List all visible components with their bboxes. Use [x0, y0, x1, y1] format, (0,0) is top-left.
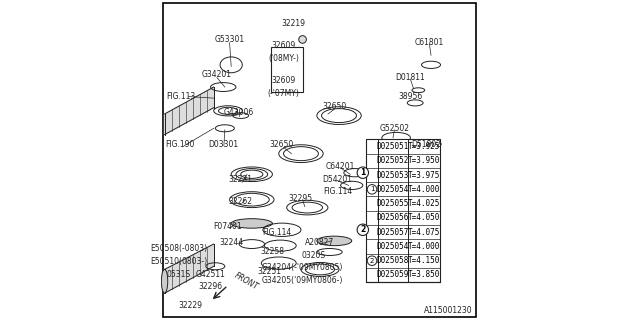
Text: A20827: A20827	[305, 238, 335, 247]
Text: D54201: D54201	[323, 174, 353, 184]
Text: 32650: 32650	[270, 140, 294, 148]
Text: D03301: D03301	[208, 140, 238, 148]
Text: T=4.075: T=4.075	[408, 228, 440, 237]
Text: T=4.000: T=4.000	[408, 185, 440, 194]
Text: C64201: C64201	[326, 162, 355, 171]
Text: G42511: G42511	[196, 270, 225, 279]
Text: 32296: 32296	[198, 282, 223, 292]
Text: 32650: 32650	[322, 101, 346, 111]
Text: T=4.050: T=4.050	[408, 213, 440, 222]
Text: ('08MY-): ('08MY-)	[268, 54, 299, 63]
Text: 38956: 38956	[398, 92, 422, 101]
Text: C61801: C61801	[415, 38, 444, 47]
Text: 1: 1	[370, 186, 374, 192]
Text: D025051: D025051	[377, 142, 410, 151]
Circle shape	[367, 185, 377, 194]
Text: 2: 2	[360, 225, 365, 234]
Text: FRONT: FRONT	[233, 271, 260, 292]
Text: G53301: G53301	[214, 35, 244, 44]
Ellipse shape	[317, 236, 352, 246]
Text: T=4.000: T=4.000	[408, 242, 440, 251]
Polygon shape	[164, 244, 214, 293]
Text: D025058: D025058	[377, 256, 410, 265]
Circle shape	[299, 36, 307, 43]
Text: F07401: F07401	[214, 222, 243, 231]
Text: D025052: D025052	[377, 156, 410, 165]
Ellipse shape	[161, 269, 168, 293]
FancyBboxPatch shape	[271, 47, 303, 92]
Text: 2: 2	[370, 258, 374, 264]
Text: D025056: D025056	[377, 213, 410, 222]
Text: 32609: 32609	[271, 76, 296, 85]
Text: A115001230: A115001230	[424, 306, 472, 315]
Text: D025059: D025059	[377, 270, 410, 279]
Text: D025053: D025053	[377, 171, 410, 180]
Bar	[366, 140, 440, 282]
Text: T=4.150: T=4.150	[408, 256, 440, 265]
Text: FIG.114: FIG.114	[323, 187, 352, 196]
Text: E50508(-0803): E50508(-0803)	[150, 244, 207, 253]
Text: 32262: 32262	[228, 197, 253, 206]
Circle shape	[357, 167, 369, 178]
Text: T=3.925: T=3.925	[408, 142, 440, 151]
Text: D025054: D025054	[377, 242, 410, 251]
Text: G34204(-'09MY0805): G34204(-'09MY0805)	[262, 263, 343, 272]
Text: FIG.113: FIG.113	[166, 92, 195, 101]
Text: G34201: G34201	[202, 70, 232, 79]
Text: 32219: 32219	[281, 19, 305, 28]
Text: FIG.114: FIG.114	[262, 228, 292, 237]
Text: D01811: D01811	[396, 73, 426, 82]
Text: D025057: D025057	[377, 228, 410, 237]
Text: T=3.850: T=3.850	[408, 270, 440, 279]
Text: 32295: 32295	[289, 194, 313, 203]
Text: T=4.025: T=4.025	[408, 199, 440, 208]
Ellipse shape	[231, 219, 273, 228]
Polygon shape	[164, 87, 214, 135]
Text: T=3.950: T=3.950	[408, 156, 440, 165]
Text: G52502: G52502	[380, 124, 410, 133]
Circle shape	[357, 224, 369, 236]
Text: 32231: 32231	[228, 174, 253, 184]
Circle shape	[367, 256, 377, 266]
Text: G34205('09MY0806-): G34205('09MY0806-)	[262, 276, 343, 285]
Text: E50510(0803-): E50510(0803-)	[150, 257, 207, 266]
Text: T=3.975: T=3.975	[408, 171, 440, 180]
Text: 32609: 32609	[271, 41, 296, 50]
Text: FIG.190: FIG.190	[166, 140, 195, 148]
Text: 32244: 32244	[219, 238, 243, 247]
Text: 32229: 32229	[178, 301, 202, 310]
Text: 1: 1	[360, 168, 365, 177]
Text: G43006: G43006	[224, 108, 254, 117]
Text: D51802: D51802	[412, 140, 441, 148]
Text: D025055: D025055	[377, 199, 410, 208]
Text: D025054: D025054	[377, 185, 410, 194]
Text: (-'07MY): (-'07MY)	[268, 89, 300, 98]
Text: 32258: 32258	[260, 247, 284, 257]
Text: 0320S: 0320S	[301, 251, 326, 260]
Text: 32251: 32251	[257, 267, 281, 276]
Text: 0531S: 0531S	[167, 270, 191, 279]
